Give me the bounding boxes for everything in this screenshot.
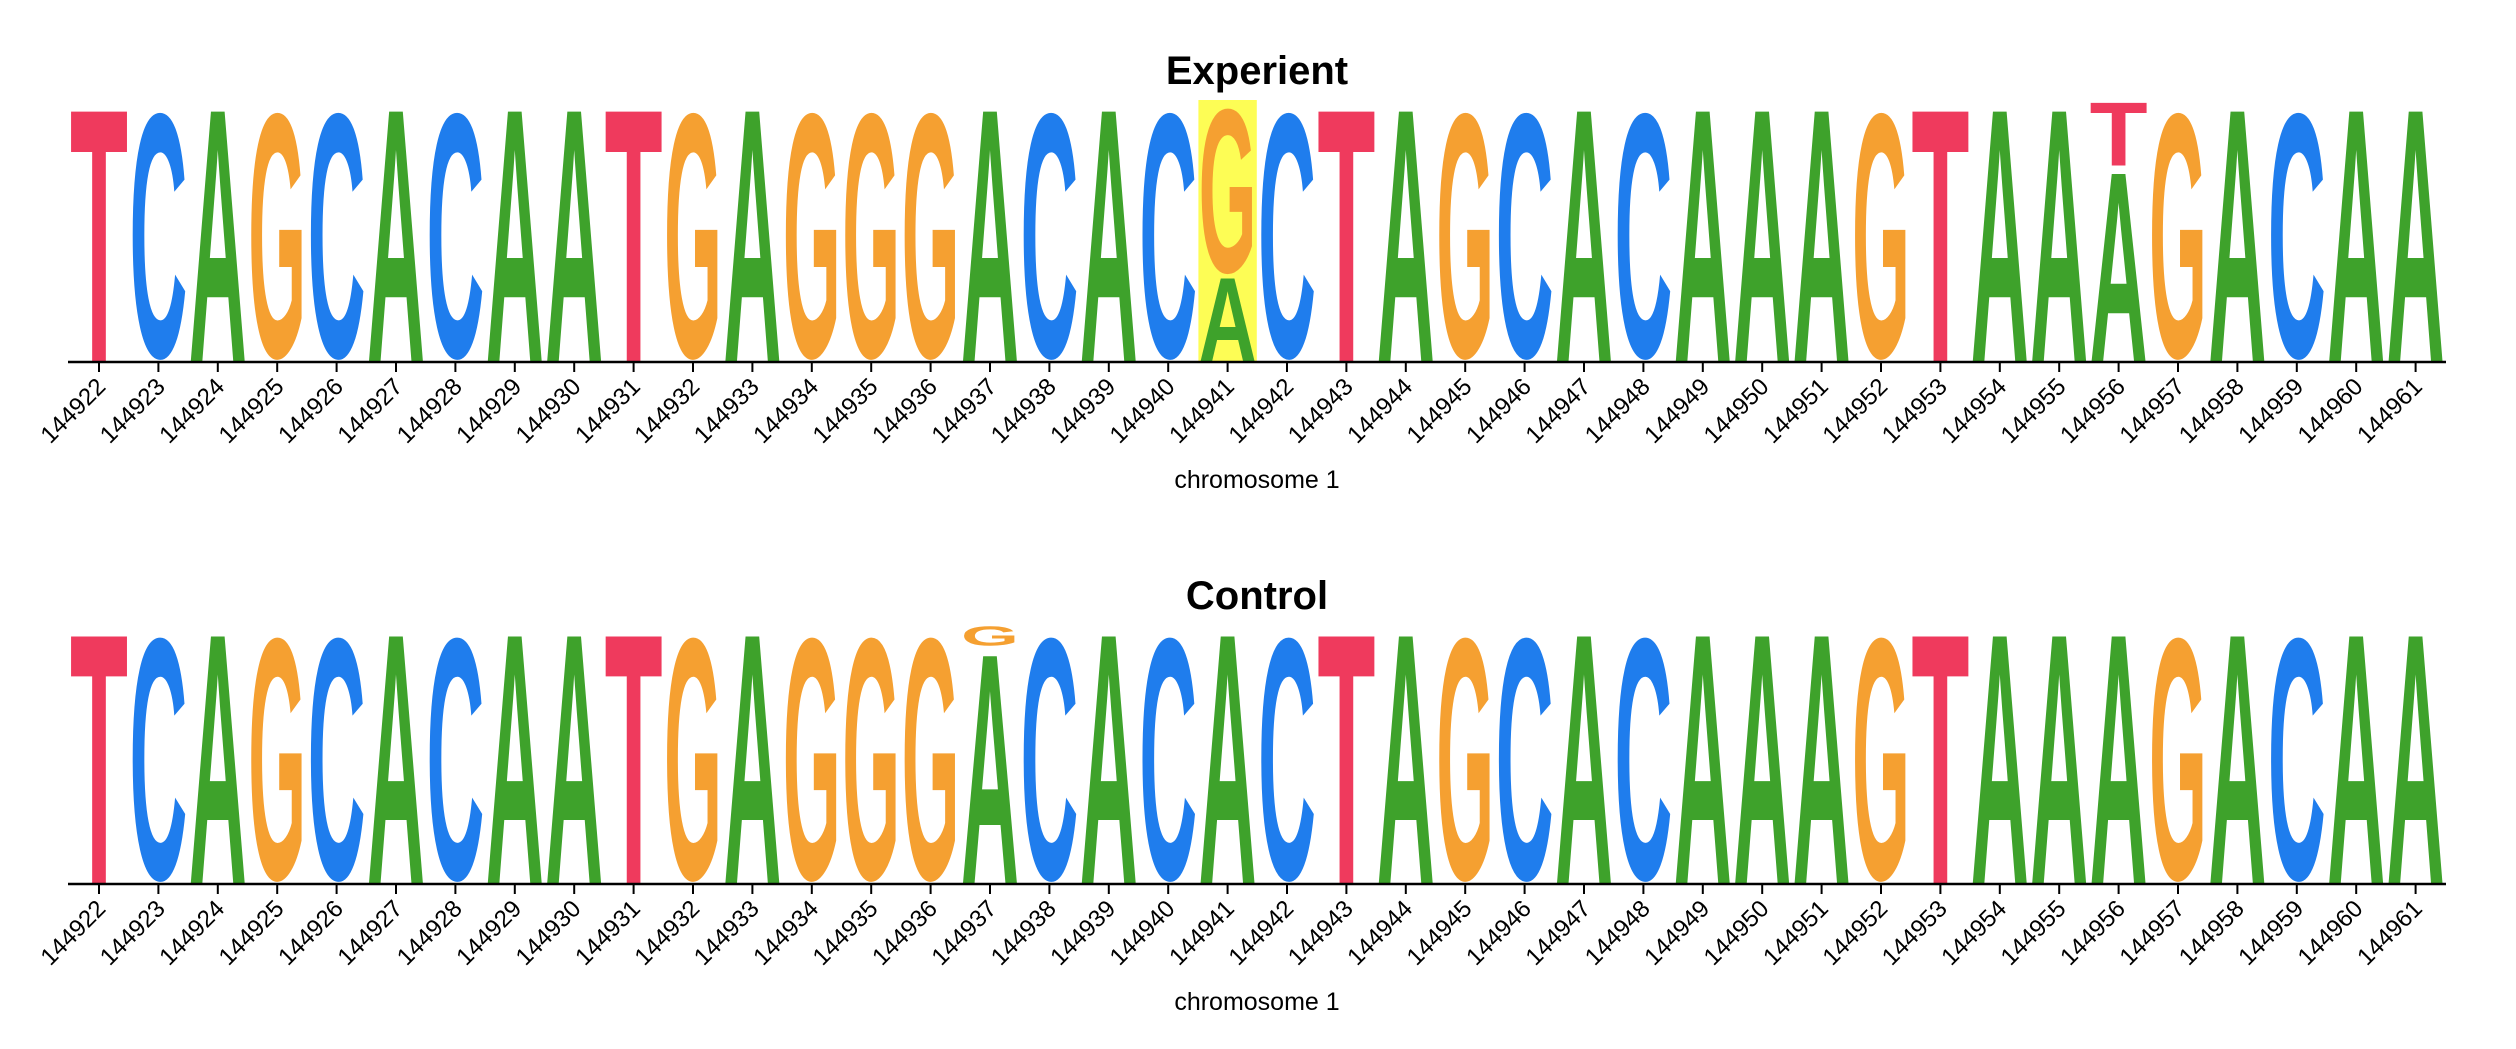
logo-letter-A-144929: A	[486, 560, 544, 960]
logo-letter-T-144922: T	[70, 559, 128, 960]
panel-title: Control	[1186, 574, 1328, 618]
logo-letter-A-144929: A	[486, 32, 544, 438]
logo-letter-T-144943: T	[1317, 559, 1375, 960]
x-axis-label: chromosome 1	[1174, 466, 1339, 494]
logo-letter-C-144948: C	[1614, 567, 1672, 953]
logo-letter-A-144939: A	[1080, 560, 1138, 960]
logo-letter-C-144928: C	[426, 567, 484, 953]
logo-letter-T-144922: T	[70, 34, 128, 439]
logo-letter-A-144950: A	[1733, 32, 1791, 438]
logo-letter-A-144949: A	[1674, 560, 1732, 960]
logo-letter-A-144949: A	[1674, 32, 1732, 438]
logo-letter-C-144926: C	[308, 41, 366, 431]
logo-letter-C-144938: C	[1020, 41, 1078, 431]
logo-letter-C-144923: C	[129, 567, 187, 953]
logo-letter-C-144923: C	[129, 41, 187, 431]
logo-letter-C-144940: C	[1139, 41, 1197, 431]
logo-letter-G-144941: G	[1199, 60, 1257, 321]
logo-letter-T-144956: T	[2090, 83, 2148, 185]
logo-letter-A-144955: A	[2030, 32, 2088, 438]
logo-letter-A-144937: A	[961, 32, 1019, 438]
logo-letter-C-144946: C	[1496, 567, 1554, 953]
logo-letter-C-144940: C	[1139, 567, 1197, 953]
logo-letter-G-144934: G	[783, 43, 841, 432]
logo-letter-A-144947: A	[1555, 560, 1613, 960]
logo-letter-A-144958: A	[2208, 32, 2266, 438]
logo-letter-A-144924: A	[189, 560, 247, 960]
logo-letter-A-144933: A	[723, 32, 781, 438]
logo-letter-C-144959: C	[2268, 567, 2326, 953]
logo-letter-G-144932: G	[664, 43, 722, 432]
logo-letter-A-144924: A	[189, 32, 247, 438]
logo-letter-C-144938: C	[1020, 567, 1078, 953]
logo-letter-A-144927: A	[367, 32, 425, 438]
logo-letter-G-144936: G	[902, 43, 960, 432]
logo-letter-A-144941: A	[1199, 560, 1257, 960]
x-axis-label: chromosome 1	[1174, 988, 1339, 1016]
logo-letter-G-144925: G	[248, 43, 306, 432]
logo-letter-A-144951: A	[1793, 32, 1851, 438]
logo-letter-A-144960: A	[2327, 560, 2385, 960]
logo-letter-A-144961: A	[2387, 32, 2445, 438]
logo-letter-C-144928: C	[426, 41, 484, 431]
logo-letter-A-144930: A	[545, 32, 603, 438]
logo-letter-G-144957: G	[2149, 43, 2207, 432]
highlight-band	[1198, 100, 1257, 361]
logo-letter-A-144955: A	[2030, 560, 2088, 960]
logo-letter-G-144937: G	[961, 620, 1019, 651]
logo-letter-C-144942: C	[1258, 567, 1316, 953]
logo-letter-T-144953: T	[1911, 559, 1969, 960]
logo-letter-A-144939: A	[1080, 32, 1138, 438]
logo-letter-G-144945: G	[1436, 43, 1494, 432]
logo-letter-A-144950: A	[1733, 560, 1791, 960]
logo-letter-A-144930: A	[545, 560, 603, 960]
logo-letter-C-144946: C	[1496, 41, 1554, 431]
logo-letter-C-144926: C	[308, 567, 366, 953]
logo-letter-T-144931: T	[605, 559, 663, 960]
logo-letter-A-144954: A	[1971, 560, 2029, 960]
logo-letter-C-144959: C	[2268, 41, 2326, 431]
logo-letter-A-144927: A	[367, 560, 425, 960]
logo-letter-A-144956: A	[2090, 560, 2148, 960]
logo-letter-A-144954: A	[1971, 32, 2029, 438]
logo-letter-A-144947: A	[1555, 32, 1613, 438]
logo-letter-T-144943: T	[1317, 34, 1375, 439]
logo-letter-A-144960: A	[2327, 32, 2385, 438]
logo-letter-C-144948: C	[1614, 41, 1672, 431]
logo-letter-A-144944: A	[1377, 32, 1435, 438]
logo-letter-A-144951: A	[1793, 560, 1851, 960]
panel-title: Experient	[1166, 49, 1348, 93]
logo-letter-A-144958: A	[2208, 560, 2266, 960]
logo-letter-A-144933: A	[723, 560, 781, 960]
logo-letter-C-144942: C	[1258, 41, 1316, 431]
logo-letter-T-144931: T	[605, 34, 663, 439]
logo-letter-G-144952: G	[1852, 43, 1910, 432]
logo-letter-A-144944: A	[1377, 560, 1435, 960]
logo-letter-G-144935: G	[842, 43, 900, 432]
logo-letter-A-144961: A	[2387, 560, 2445, 960]
logo-letter-T-144953: T	[1911, 34, 1969, 439]
